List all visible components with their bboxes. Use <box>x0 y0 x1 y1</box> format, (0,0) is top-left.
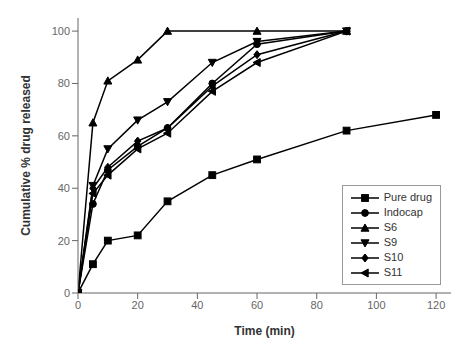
html-text:S6: S6 <box>383 221 398 233</box>
svg-text:60: 60 <box>251 299 263 311</box>
svg-text:60: 60 <box>58 130 70 142</box>
svg-text:Time (min): Time (min) <box>234 324 294 338</box>
svg-text:100: 100 <box>367 299 385 311</box>
svg-text:0: 0 <box>64 287 70 299</box>
svg-text:40: 40 <box>191 299 203 311</box>
svg-text:100: 100 <box>52 25 70 37</box>
html-text:Indocap: Indocap <box>383 206 423 218</box>
html-text:S9: S9 <box>383 236 398 248</box>
svg-text:Cumulative % drug released: Cumulative % drug released <box>19 75 33 236</box>
svg-text:80: 80 <box>58 77 70 89</box>
html-text:Pure drug: Pure drug <box>383 191 432 203</box>
html-text:S10: S10 <box>383 251 404 263</box>
svg-text:120: 120 <box>427 299 445 311</box>
html-text:S11: S11 <box>383 266 403 278</box>
svg-text:40: 40 <box>58 182 70 194</box>
svg-text:20: 20 <box>58 235 70 247</box>
svg-text:80: 80 <box>311 299 323 311</box>
svg-text:0: 0 <box>75 299 81 311</box>
svg-text:20: 20 <box>132 299 144 311</box>
